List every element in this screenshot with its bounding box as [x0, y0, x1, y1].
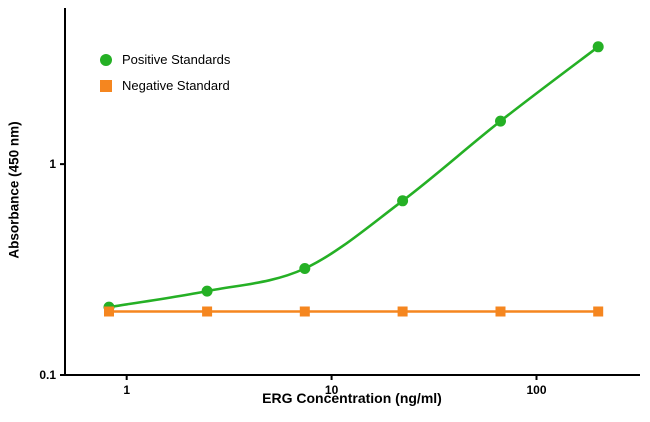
- legend-label-positive-standards: Positive Standards: [122, 52, 231, 67]
- positive-standard-data-point: [299, 263, 311, 274]
- y-tick-label: 1: [49, 157, 56, 171]
- legend-label-negative-standard: Negative Standard: [122, 78, 230, 93]
- x-tick-label: 100: [526, 383, 546, 397]
- legend-item-negative-standard: Negative Standard: [100, 78, 230, 93]
- y-axis-title: Absorbance (450 nm): [6, 121, 22, 259]
- x-tick-label: 1: [123, 383, 130, 397]
- negative-standard-data-point: [299, 306, 310, 317]
- negative-standard-data-point: [495, 306, 506, 317]
- negative-standard-data-point: [202, 306, 213, 317]
- negative-standard-data-point: [397, 306, 408, 317]
- negative-standard-data-point: [104, 306, 114, 317]
- legend-item-positive-standards: Positive Standards: [100, 52, 230, 67]
- orange-square-marker-icon: [100, 79, 112, 92]
- legend: Positive Standards Negative Standard: [100, 52, 230, 104]
- x-axis-title: ERG Concentration (ng/ml): [262, 390, 442, 406]
- green-circle-marker-icon: [100, 53, 112, 66]
- y-tick-label: 0.1: [39, 368, 56, 382]
- negative-standard-data-point: [593, 306, 604, 317]
- x-tick-label: 10: [325, 383, 339, 397]
- positive-standard-data-point: [397, 195, 409, 207]
- positive-standard-data-point: [592, 41, 604, 53]
- positive-standard-data-point: [201, 285, 213, 297]
- positive-standard-data-point: [495, 115, 506, 127]
